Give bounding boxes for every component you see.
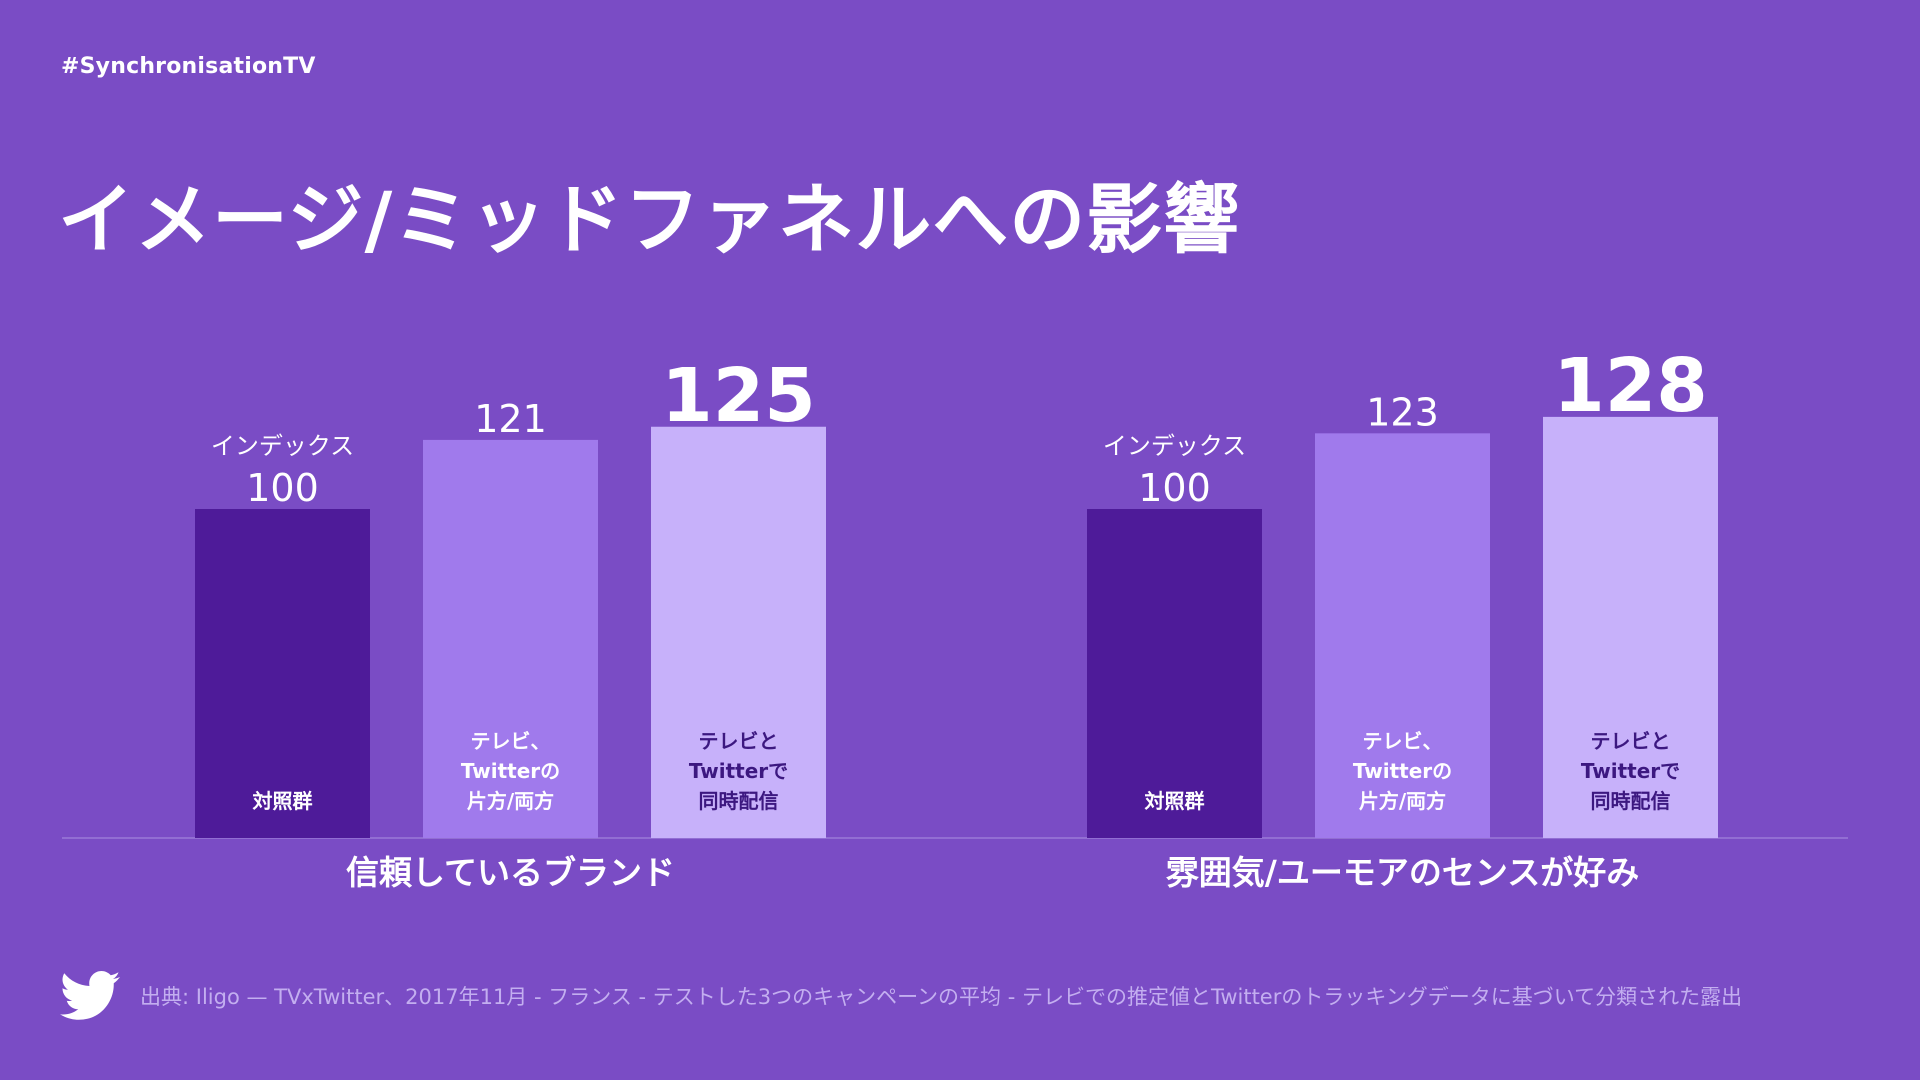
index-note-1: インデックス [211, 432, 354, 460]
bar-1-1 [195, 509, 370, 838]
bar-category-label-1-3: Twitterで [689, 759, 788, 783]
twitter-bird-icon [60, 971, 120, 1020]
page-title: イメージ/ミッドファネルへの影響 [58, 175, 1241, 264]
bar-1-2 [423, 439, 598, 838]
bar-2-3 [1543, 416, 1718, 838]
footer: 出典: Iligo — TVxTwitter、2017年11月 - フランス -… [60, 970, 1742, 1022]
group-label-2: 雰囲気/ユーモアのセンスが好み [1166, 853, 1639, 892]
hashtag-label: #SynchronisationTV [61, 54, 316, 79]
bar-category-label-1-3: 同時配信 [699, 789, 779, 813]
value-label-2-1: 100 [1138, 466, 1211, 510]
bar-category-label-2-3: Twitterで [1581, 759, 1680, 783]
value-label-2-2: 123 [1366, 390, 1439, 434]
source-note: 出典: Iligo — TVxTwitter、2017年11月 - フランス -… [140, 985, 1743, 1009]
bar-category-label-1-3: テレビと [699, 729, 779, 753]
group-label-1: 信頼しているブランド [346, 853, 675, 892]
value-label-1-3: 125 [661, 353, 815, 439]
bar-category-label-1-2: テレビ、 [471, 729, 551, 753]
bar-category-label-2-1: 対照群 [1144, 789, 1205, 813]
value-label-1-2: 121 [474, 397, 547, 441]
bar-category-label-1-2: 片方/両方 [467, 789, 554, 813]
bar-1-3 [651, 426, 826, 838]
bar-category-label-2-2: Twitterの [1353, 759, 1452, 783]
index-note-2: インデックス [1103, 432, 1246, 460]
bar-category-label-2-2: テレビ、 [1363, 729, 1443, 753]
bar-category-label-1-1: 対照群 [252, 789, 313, 813]
bar-category-label-2-3: テレビと [1591, 729, 1671, 753]
bar-category-label-2-2: 片方/両方 [1359, 789, 1446, 813]
bar-category-label-2-3: 同時配信 [1591, 789, 1671, 813]
value-label-2-3: 128 [1553, 343, 1707, 429]
bar-2-1 [1087, 509, 1262, 838]
value-label-1-1: 100 [246, 466, 319, 510]
bar-2-2 [1315, 433, 1490, 838]
bar-category-label-1-2: Twitterの [461, 759, 560, 783]
